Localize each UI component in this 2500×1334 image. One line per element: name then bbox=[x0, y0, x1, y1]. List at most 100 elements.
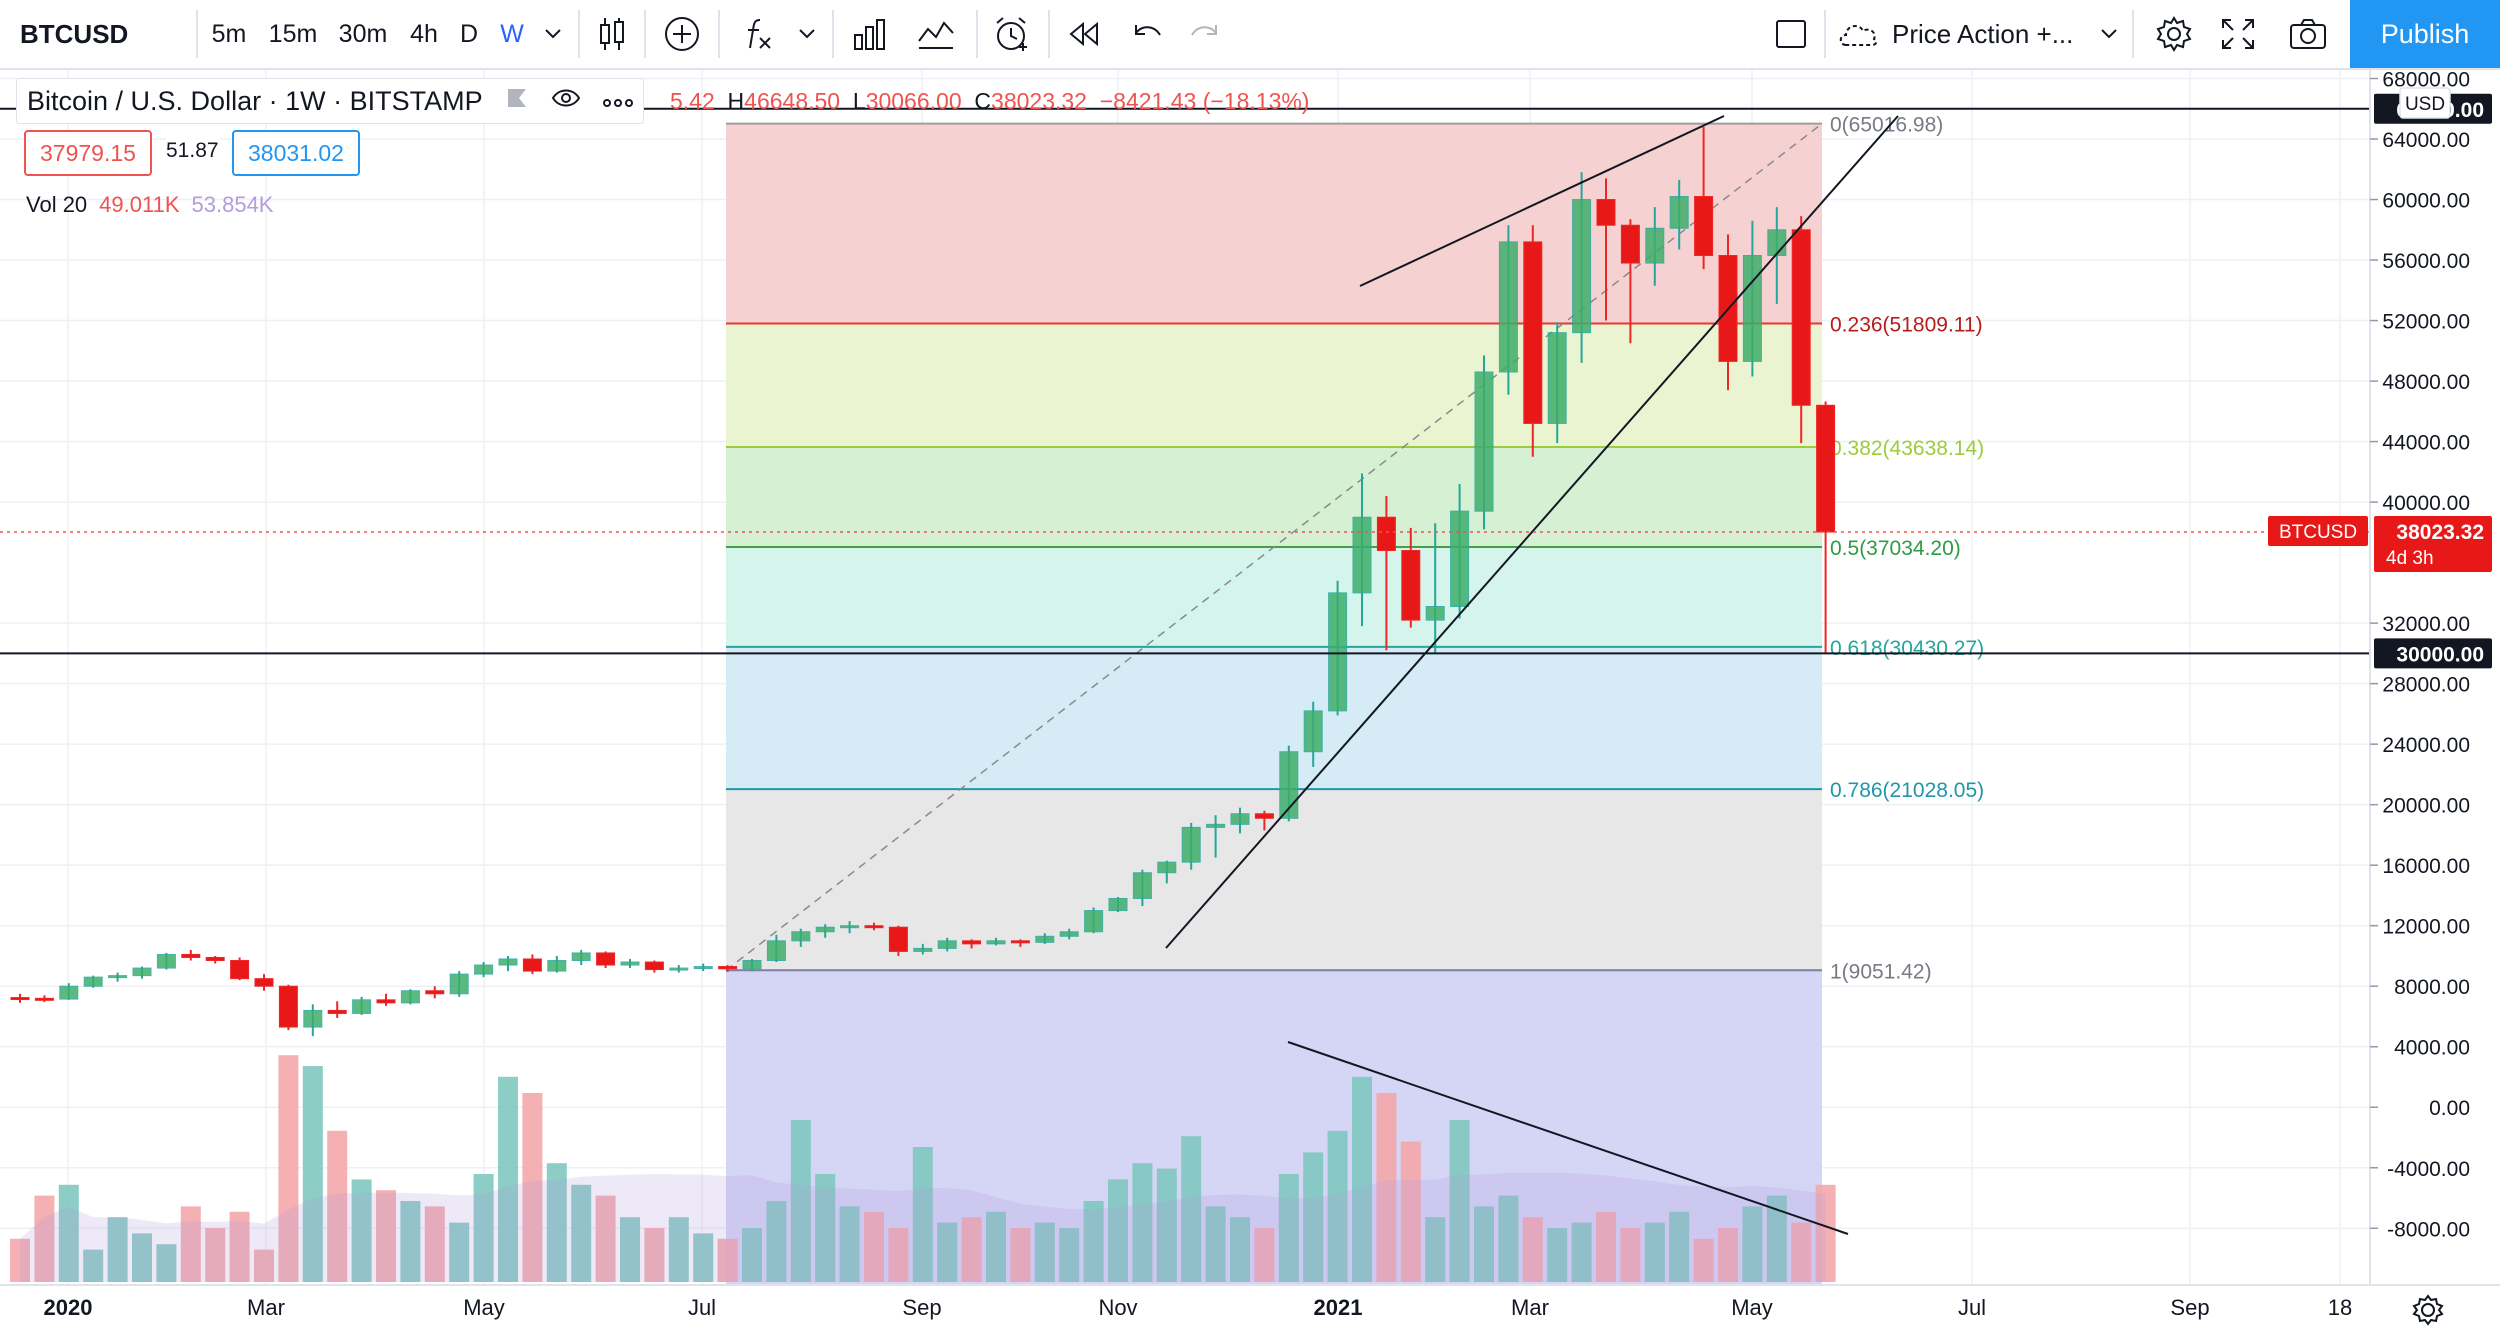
toolbar-divider bbox=[196, 10, 198, 58]
volume-bar bbox=[10, 1238, 30, 1282]
candle-body bbox=[1547, 332, 1567, 424]
chevron-down-icon[interactable] bbox=[792, 0, 822, 68]
alarm-icon[interactable] bbox=[984, 0, 1040, 68]
volume-bar bbox=[1132, 1163, 1153, 1282]
candle-body bbox=[1620, 224, 1640, 264]
volume-bar bbox=[839, 1206, 860, 1282]
candle-body bbox=[1669, 196, 1689, 229]
volume-bar bbox=[1010, 1228, 1031, 1282]
volume-bar bbox=[620, 1217, 640, 1282]
fullscreen-icon[interactable] bbox=[2206, 0, 2270, 68]
candle-body bbox=[83, 976, 103, 987]
time-tick-label: Jul bbox=[688, 1295, 716, 1320]
volume-label: Vol 20 bbox=[26, 192, 88, 217]
fx-icon[interactable] bbox=[732, 0, 782, 68]
candle-body bbox=[693, 966, 713, 970]
interval-5m-button[interactable]: 5m bbox=[211, 19, 247, 48]
redo-icon[interactable] bbox=[1176, 0, 1232, 68]
volume-legend[interactable]: Vol 20 49.011K 53.854K bbox=[26, 192, 273, 218]
toolbar-divider bbox=[1048, 10, 1050, 58]
volume-bar bbox=[132, 1233, 152, 1282]
price-tick-label: 40000.00 bbox=[2382, 492, 2470, 515]
candle-body bbox=[1498, 241, 1518, 373]
plus-circle-icon[interactable] bbox=[654, 0, 710, 68]
low-label: L bbox=[852, 88, 866, 114]
more-icon[interactable] bbox=[602, 87, 633, 115]
chart-canvas[interactable]: 0(65016.98) 0.236(51809.11) 0.382(43638.14… bbox=[0, 70, 2500, 1334]
candles-icon[interactable] bbox=[588, 0, 636, 68]
volume-bar bbox=[376, 1190, 396, 1282]
candle-body bbox=[254, 978, 274, 987]
interval-15m-button[interactable]: 15m bbox=[268, 19, 318, 48]
eye-icon[interactable] bbox=[551, 87, 581, 116]
price-tick-label: 52000.00 bbox=[2382, 311, 2470, 334]
toolbar-divider bbox=[644, 10, 646, 58]
volume-bar bbox=[864, 1211, 884, 1282]
interval-4h-button[interactable]: 4h bbox=[410, 19, 438, 48]
candle-body bbox=[1596, 199, 1616, 226]
volume-bar bbox=[156, 1244, 177, 1282]
interval-30m-button[interactable]: 30m bbox=[338, 19, 388, 48]
camera-icon[interactable] bbox=[2276, 0, 2340, 68]
change-value: −8421.43 (−18.13%) bbox=[1099, 88, 1310, 114]
symbol-search-button[interactable]: BTCUSD bbox=[20, 18, 129, 49]
volume-bar bbox=[742, 1228, 762, 1282]
volume-value: 49.011K bbox=[99, 192, 180, 217]
volume-bar bbox=[986, 1211, 1006, 1282]
horizontal-line-price-tag bbox=[2374, 638, 2492, 669]
volume-bar bbox=[1278, 1174, 1299, 1282]
undo-icon[interactable] bbox=[1120, 0, 1176, 68]
volume-bar bbox=[888, 1228, 909, 1282]
volume-bar bbox=[668, 1217, 689, 1282]
line-chart-icon[interactable] bbox=[908, 0, 964, 68]
candle-body bbox=[864, 925, 884, 929]
volume-bar bbox=[1034, 1222, 1055, 1282]
candle-body bbox=[571, 952, 591, 961]
fullscreen-square-icon[interactable] bbox=[1766, 0, 1816, 68]
interval-d-button[interactable]: D bbox=[459, 19, 479, 48]
axes: 68000.00 64000.00 60000.00 56000.00 52000.00… bbox=[0, 70, 2500, 1334]
candle-body bbox=[1742, 255, 1762, 362]
volume-bar bbox=[522, 1093, 543, 1282]
volume-bar bbox=[912, 1147, 933, 1282]
chevron-down-icon[interactable] bbox=[538, 0, 568, 68]
price-tick-label: 68000.00 bbox=[2382, 70, 2470, 92]
flag-icon[interactable] bbox=[505, 86, 529, 117]
time-tick-label: May bbox=[463, 1295, 505, 1320]
upper-trend-line bbox=[1359, 115, 1725, 287]
volume-bar bbox=[498, 1076, 518, 1282]
gear-icon[interactable] bbox=[2142, 0, 2206, 68]
volume-bar bbox=[1254, 1228, 1275, 1282]
price-tick-label: 24000.00 bbox=[2382, 734, 2470, 757]
last-price-tag bbox=[2374, 516, 2492, 573]
replay-icon[interactable] bbox=[1056, 0, 1112, 68]
fib-level-label: 0(65016.98) bbox=[1830, 114, 1943, 137]
candle-body bbox=[498, 958, 518, 966]
toolbar-divider bbox=[1824, 10, 1826, 58]
bar-chart-icon[interactable] bbox=[842, 0, 898, 68]
volume-bar bbox=[351, 1179, 372, 1282]
sell-price-box[interactable]: 37979.15 bbox=[24, 130, 152, 176]
candle-body bbox=[132, 967, 152, 977]
currency-label: USD bbox=[2405, 94, 2445, 115]
layout-menu-button[interactable]: Price Action +... bbox=[1836, 0, 2096, 68]
volume-bars bbox=[10, 1055, 1836, 1282]
close-value: 38023.32 bbox=[991, 88, 1087, 114]
buy-price-box[interactable]: 38031.02 bbox=[232, 130, 360, 176]
candle-body bbox=[547, 959, 567, 972]
candle-body bbox=[937, 940, 957, 949]
candle-body bbox=[1010, 940, 1030, 944]
chevron-down-icon[interactable] bbox=[2094, 0, 2124, 68]
volume-bar bbox=[1693, 1238, 1714, 1282]
volume-bar bbox=[1181, 1136, 1202, 1282]
last-price-value: 38023.32 bbox=[2396, 521, 2484, 544]
interval-w-button[interactable]: W bbox=[500, 19, 524, 48]
legend-title[interactable]: Bitcoin / U.S. Dollar · 1W · BITSTAMP bbox=[16, 78, 644, 124]
publish-button[interactable]: Publish bbox=[2350, 0, 2500, 68]
candle-body bbox=[620, 961, 640, 966]
candle-body bbox=[1157, 861, 1177, 874]
candle-body bbox=[1791, 229, 1811, 406]
candle-body bbox=[1401, 550, 1421, 621]
time-tick-label: Sep bbox=[902, 1295, 941, 1320]
volume-bar bbox=[1425, 1217, 1446, 1282]
